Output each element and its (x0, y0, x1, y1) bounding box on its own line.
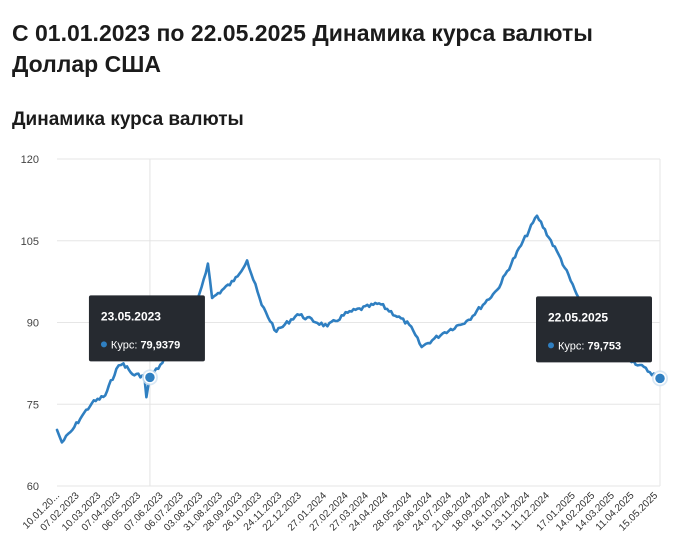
tooltip-series-dot (548, 342, 554, 349)
data-point-marker-0[interactable] (143, 371, 157, 384)
y-tick-label-1: 75 (27, 399, 39, 411)
tooltip-box (88, 295, 205, 362)
series-line-kurs (55, 214, 662, 444)
y-tick-label-0: 60 (27, 481, 39, 493)
tooltip-value: Курс: 79,753 (558, 340, 621, 352)
tooltip-1: 22.05.2025 Курс: 79,753 (536, 296, 652, 363)
section-title: Динамика курса валюты (12, 109, 244, 130)
y-tick-label-3: 105 (21, 236, 39, 248)
tooltip-series-dot (100, 341, 107, 348)
tooltip-date: 23.05.2023 (101, 309, 161, 323)
y-axis-ticks: 60 75 90 105 120 (21, 154, 39, 493)
tooltip-value: Курс: 79,9379 (111, 339, 180, 351)
x-axis-ticks: 10.01.20...07.02.202310.03.202307.04.202… (21, 490, 661, 533)
y-tick-label-2: 90 (27, 318, 39, 330)
tooltip-box (536, 296, 652, 363)
tooltip-0: 23.05.2023 Курс: 79,9379 (88, 295, 205, 362)
y-tick-label-4: 120 (21, 154, 39, 166)
tooltip-date: 22.05.2025 (548, 310, 608, 324)
series-layer (55, 214, 662, 444)
page-title: С 01.01.2023 по 22.05.2025 Динамика курс… (12, 20, 593, 77)
data-point-marker-1[interactable] (653, 372, 667, 385)
tooltip-layer: 23.05.2023 Курс: 79,9379 22.05.2025 Курс: 7… (88, 295, 668, 387)
